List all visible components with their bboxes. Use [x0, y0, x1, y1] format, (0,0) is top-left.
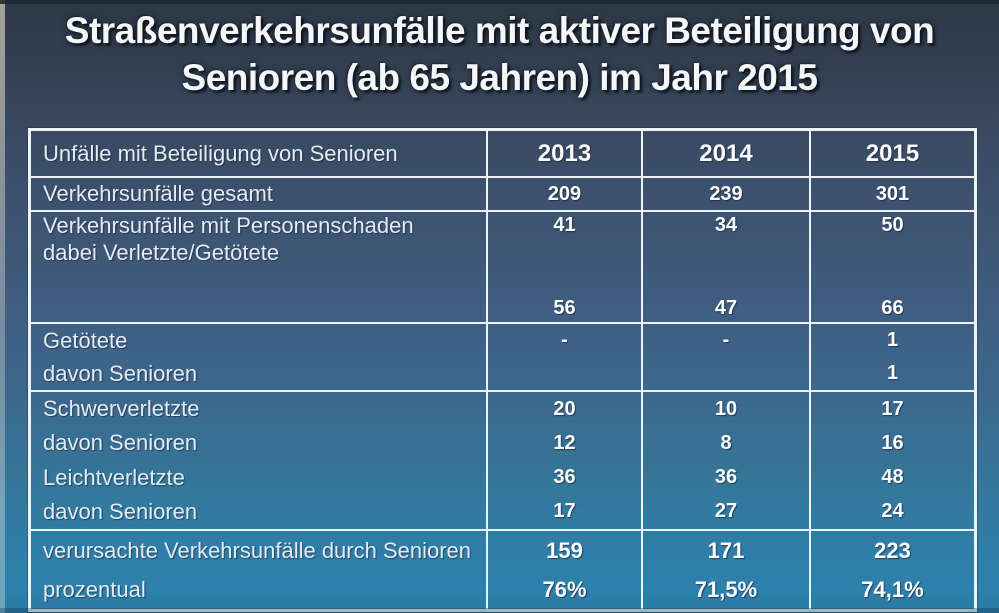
value: 47	[714, 296, 738, 319]
value	[811, 267, 974, 295]
value	[643, 267, 809, 295]
value-cell: 34 47	[643, 212, 811, 322]
row-label	[31, 295, 486, 323]
row-label-cell: Getötete davon Senioren	[31, 324, 488, 390]
value-cell: 10 8 36 27	[643, 392, 811, 529]
row-label: Leichtverletzte	[43, 464, 185, 490]
value: 1	[886, 362, 899, 384]
value	[643, 357, 809, 390]
page-title-line1: Straßenverkehrsunfälle mit aktiver Betei…	[64, 10, 935, 51]
row-label: Verkehrsunfälle gesamt	[43, 181, 273, 206]
value: 56	[553, 296, 576, 319]
row-label: davon Senioren	[43, 430, 198, 456]
value: 48	[881, 466, 904, 489]
value: 41	[553, 214, 576, 237]
value: 16	[881, 431, 904, 454]
row-label: dabei Verletzte/Getötete	[43, 240, 280, 266]
value: 76%	[542, 576, 587, 602]
value: 71,5%	[694, 576, 758, 602]
value-cell: -	[643, 324, 811, 390]
table-row: Verkehrsunfälle gesamt 209 239 301	[31, 178, 974, 212]
value: -	[722, 329, 730, 351]
value: 171	[707, 537, 745, 563]
table-row: Getötete davon Senioren - -1 1	[31, 324, 974, 392]
table-row: Schwerverletzte davon Senioren Leichtverle…	[31, 392, 974, 531]
value: 34	[714, 214, 738, 237]
value-cell: 301	[811, 178, 974, 210]
row-label: Getötete	[43, 327, 128, 353]
value: -	[561, 329, 568, 351]
year-header-label: 2014	[699, 139, 753, 167]
value: 36	[714, 466, 738, 489]
row-label: prozentual	[43, 576, 146, 602]
value-cell: -	[488, 324, 643, 390]
value: 159	[546, 537, 583, 563]
accident-statistics-table: Unfälle mit Beteiligung von Senioren 201…	[28, 128, 977, 612]
value: 223	[874, 537, 911, 563]
value: 239	[709, 182, 743, 205]
header-label-cell: Unfälle mit Beteiligung von Senioren	[31, 131, 488, 176]
value-cell: 50 66	[811, 212, 974, 322]
value: 36	[553, 466, 576, 489]
row-label: Verkehrsunfälle mit Personenschaden	[43, 212, 414, 238]
year-header-2015: 2015	[811, 131, 974, 176]
year-header-2013: 2013	[488, 131, 643, 176]
row-label	[31, 267, 486, 295]
row-label: Schwerverletzte	[43, 396, 200, 422]
value: 66	[881, 296, 904, 319]
row-label-cell: Verkehrsunfälle gesamt	[31, 178, 488, 210]
value: 27	[714, 500, 738, 523]
value: 10	[714, 397, 738, 420]
value: 50	[881, 214, 904, 237]
value	[488, 240, 641, 268]
value: 24	[881, 500, 904, 523]
page-title: Straßenverkehrsunfälle mit aktiver Betei…	[0, 7, 999, 101]
value: 17	[553, 500, 576, 523]
value	[643, 240, 809, 268]
row-label: verursachte Verkehrsunfälle durch Senior…	[43, 537, 472, 563]
value-cell: 239	[643, 178, 811, 210]
header-label: Unfälle mit Beteiligung von Senioren	[43, 140, 398, 166]
value-cell: 17 16 48 24	[811, 392, 974, 529]
row-label: davon Senioren	[43, 498, 198, 524]
value: 209	[547, 182, 582, 205]
value: 17	[881, 397, 904, 420]
value: 12	[553, 431, 576, 454]
scan-edge-bottom	[0, 608, 999, 613]
value: 20	[553, 397, 576, 420]
row-label-cell: Verkehrsunfälle mit Personenschaden dabei…	[31, 212, 488, 322]
row-label-cell: Schwerverletzte davon Senioren Leichtverle…	[31, 392, 488, 529]
row-label-cell: verursachte Verkehrsunfälle durch Senior…	[31, 531, 488, 609]
value-cell: 159 76%	[488, 531, 643, 609]
table-row: Verkehrsunfälle mit Personenschaden dabei…	[31, 212, 974, 324]
value-cell: 41 56	[488, 212, 643, 322]
year-header-2014: 2014	[643, 131, 811, 176]
row-label: davon Senioren	[43, 360, 198, 386]
value	[488, 357, 641, 390]
value-cell: 171 71,5%	[643, 531, 811, 609]
scan-edge-left	[0, 0, 5, 613]
value: 8	[720, 431, 732, 454]
table-row: verursachte Verkehrsunfälle durch Senior…	[31, 531, 974, 609]
value	[488, 267, 641, 295]
value-cell: 223 74,1%	[811, 531, 974, 609]
value-cell: 209	[488, 178, 643, 210]
page-title-line2: Senioren (ab 65 Jahren) im Jahr 2015	[181, 57, 818, 98]
value	[811, 240, 974, 268]
value-cell: 20 12 36 17	[488, 392, 643, 529]
value: 1	[886, 329, 899, 351]
table-header-row: Unfälle mit Beteiligung von Senioren 201…	[31, 131, 974, 178]
scan-edge-top	[0, 0, 999, 4]
value: 301	[875, 182, 910, 205]
year-header-label: 2015	[865, 139, 920, 167]
value: 74,1%	[861, 576, 924, 602]
year-header-label: 2013	[537, 139, 592, 167]
